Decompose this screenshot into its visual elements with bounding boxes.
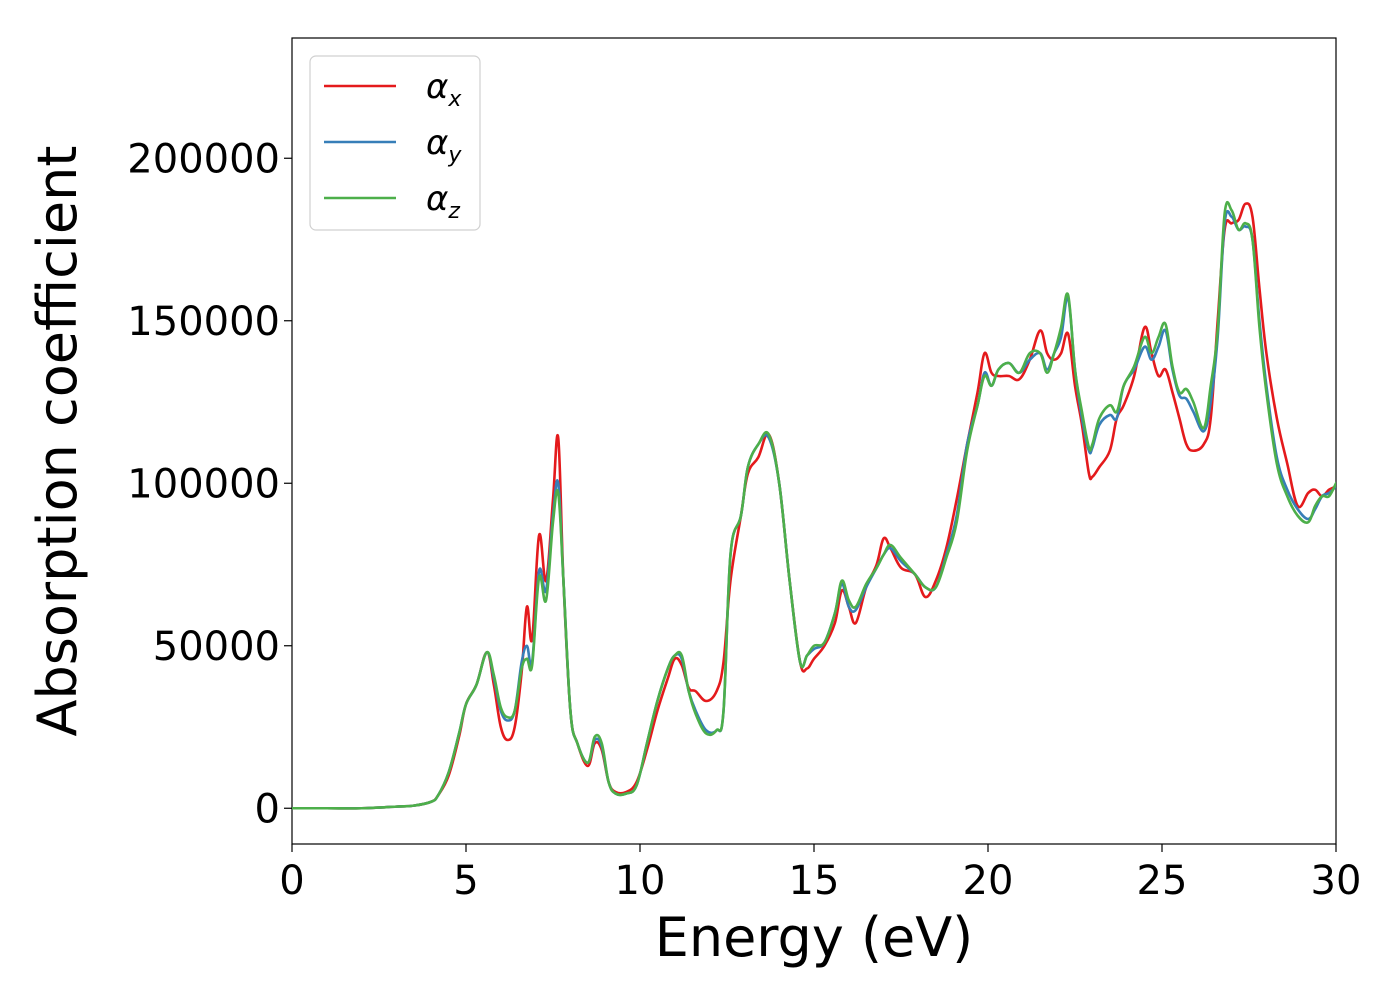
x-tick-label: 30 xyxy=(1311,858,1362,904)
x-axis-label: Energy (eV) xyxy=(655,906,974,969)
x-tick-label: 5 xyxy=(453,858,478,904)
y-axis-label: Absorption coefficient xyxy=(26,146,89,737)
x-tick-label: 25 xyxy=(1137,858,1188,904)
y-tick-label: 150000 xyxy=(127,299,280,345)
legend-label-z: αz xyxy=(426,179,460,224)
y-tick-label: 100000 xyxy=(127,461,280,507)
legend-label-x: αx xyxy=(426,67,462,112)
y-axis: 0 50000 100000 150000 200000 xyxy=(127,136,292,832)
series-line-z xyxy=(292,200,1336,810)
x-tick-label: 20 xyxy=(963,858,1014,904)
x-axis: 0 5 10 15 20 25 30 xyxy=(279,844,1361,904)
legend-label-y: αy xyxy=(426,123,462,168)
series-layer xyxy=(292,200,1336,810)
x-tick-label: 15 xyxy=(789,858,840,904)
series-line-x xyxy=(292,202,1336,810)
x-tick-label: 0 xyxy=(279,858,304,904)
series-line-y xyxy=(292,210,1336,810)
y-tick-label: 200000 xyxy=(127,136,280,182)
x-tick-label: 10 xyxy=(615,858,666,904)
y-tick-label: 50000 xyxy=(153,624,280,670)
legend: αx αy αz xyxy=(309,55,481,231)
y-tick-label: 0 xyxy=(255,786,280,832)
